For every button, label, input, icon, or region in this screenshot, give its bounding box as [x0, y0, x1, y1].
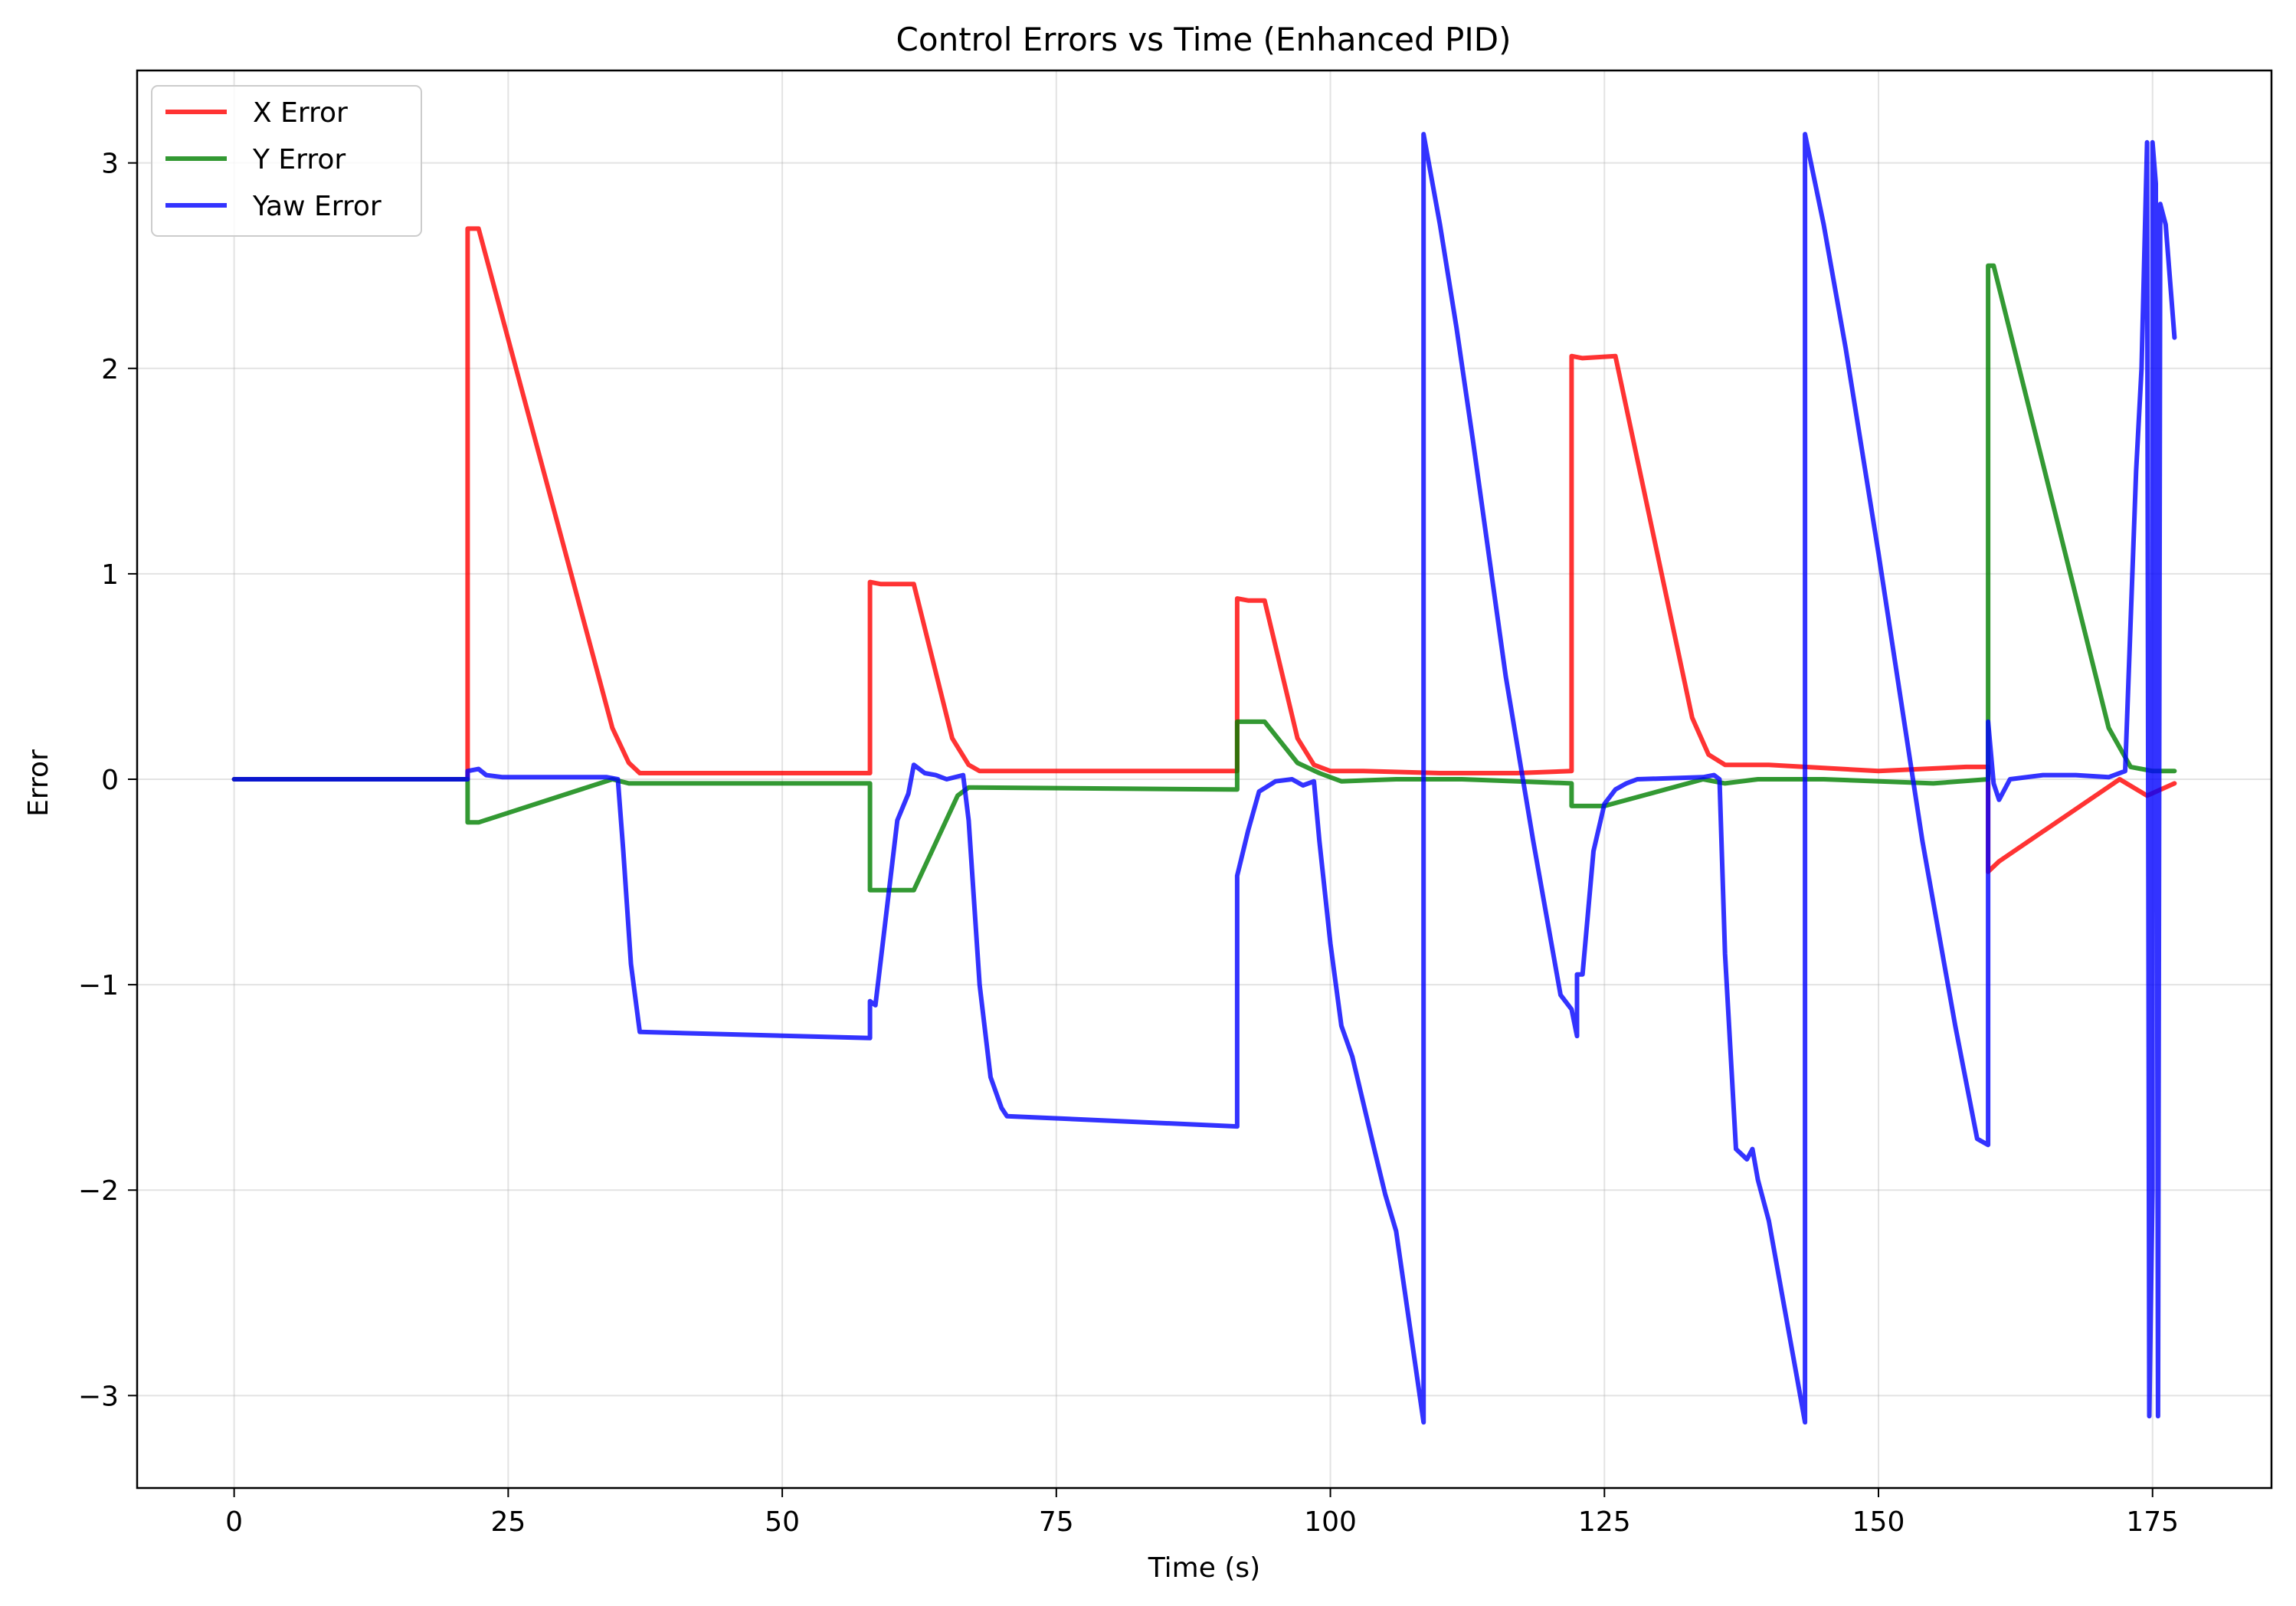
- series-line-x-error: [231, 226, 2177, 874]
- y-tick-label: 3: [101, 149, 119, 180]
- legend-box: [151, 85, 422, 237]
- x-tick-label: 75: [1039, 1506, 1074, 1538]
- series-line-y-error: [231, 263, 2177, 893]
- x-tick-label: 100: [1304, 1506, 1357, 1538]
- x-tick-label: 0: [225, 1506, 243, 1538]
- legend-label-x-error: X Error: [253, 97, 348, 129]
- series-lines: [231, 132, 2177, 1425]
- x-axis-ticks: 0 25 50 75 100 125 150 175: [225, 1488, 2179, 1538]
- y-tick-label: 1: [101, 559, 119, 591]
- y-tick-label: 0: [101, 765, 119, 796]
- x-axis-label: Time (s): [1148, 1552, 1260, 1584]
- x-tick-label: 125: [1578, 1506, 1631, 1538]
- y-tick-label: 2: [101, 354, 119, 385]
- y-tick-label: −1: [78, 970, 119, 1001]
- y-tick-label: −3: [78, 1381, 119, 1412]
- legend-label-y-error: Y Error: [252, 144, 346, 175]
- y-tick-label: −2: [78, 1175, 119, 1207]
- y-axis-ticks: −3 −2 −1 0 1 2 3: [78, 149, 137, 1412]
- x-tick-label: 50: [765, 1506, 800, 1538]
- legend: X Error Y Error Yaw Error: [151, 85, 422, 237]
- x-tick-label: 150: [1852, 1506, 1905, 1538]
- y-axis-label: Error: [23, 749, 54, 817]
- series-line-yaw-error: [231, 132, 2177, 1425]
- x-tick-label: 175: [2126, 1506, 2179, 1538]
- chart-title: Control Errors vs Time (Enhanced PID): [896, 21, 1512, 58]
- x-tick-label: 25: [490, 1506, 526, 1538]
- legend-label-yaw-error: Yaw Error: [252, 191, 382, 222]
